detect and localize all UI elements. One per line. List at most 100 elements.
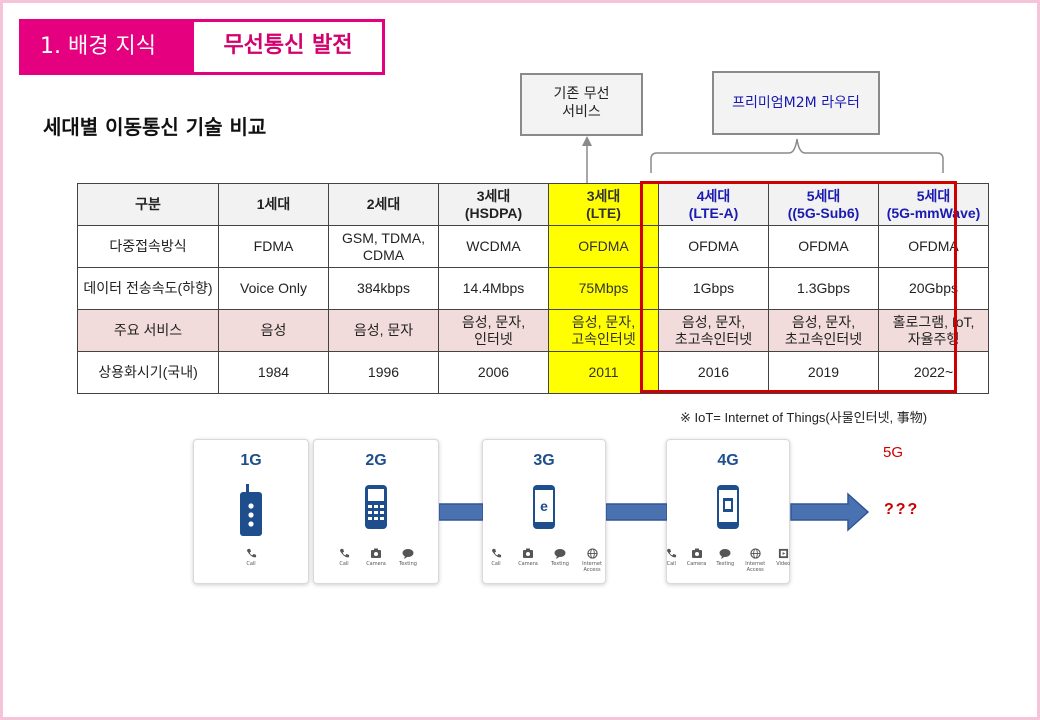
feature-item: Camera [686, 548, 707, 573]
table-cell: 음성, 문자, 인터넷 [438, 309, 549, 352]
feature-label: Camera [518, 561, 538, 567]
table-cell: 14.4Mbps [438, 267, 549, 310]
table-cell: GSM, TDMA, CDMA [328, 225, 439, 268]
generation-card-4g: 4G Call Camera Texting [666, 439, 790, 584]
legacy-service-callout-text: 기존 무선 서비스 [553, 86, 610, 120]
call-icon [339, 548, 349, 558]
internet-phone-icon: e [532, 484, 556, 534]
generation-card-1g: 1G Call [193, 439, 309, 584]
table-cell: 1.3Gbps [768, 267, 879, 310]
table-cell: 20Gbps [878, 267, 989, 310]
table-header-cell: 2세대 [328, 183, 439, 226]
feature-label: Internet Access [582, 561, 602, 573]
premium-m2m-highlight-frame [640, 181, 957, 393]
page-subtitle: 세대별 이동통신 기술 비교 [43, 115, 267, 139]
section-header: 1. 배경 지식 무선통신 발전 [19, 19, 385, 75]
globe-icon [750, 548, 761, 559]
generation-label: 4G [717, 452, 739, 469]
feature-item: Internet Access [581, 548, 603, 573]
progression-bar-3g-4g [606, 503, 667, 521]
table-row: 주요 서비스 음성 음성, 문자 음성, 문자, 인터넷 음성, 문자, 고속인… [77, 309, 989, 352]
smartphone-icon [716, 484, 740, 534]
feature-list: Call Camera Texting Internet Access Vide… [666, 548, 790, 573]
table-cell: 홀로그램, IoT, 자율주행 [878, 309, 989, 352]
camera-icon [691, 548, 702, 558]
video-icon [778, 548, 788, 559]
table-row-label: 다중접속방식 [77, 225, 219, 268]
table-cell: 2016 [658, 351, 769, 394]
feature-phone-icon [364, 484, 388, 534]
unknown-marker: ??? [884, 501, 920, 518]
table-header-cell: 4세대 (LTE-A) [658, 183, 769, 226]
table-cell: 2006 [438, 351, 549, 394]
generation-label: 1G [240, 452, 262, 469]
feature-item: Texting [549, 548, 571, 573]
feature-list: Call [194, 548, 308, 567]
generation-label: 3G [533, 452, 555, 469]
globe-icon [586, 548, 598, 559]
generation-comparison-table: 구분 1세대 2세대 3세대 (HSDPA) 3세대 (LTE) 4세대 (LT… [77, 183, 989, 394]
texting-icon [402, 549, 414, 559]
feature-label: Camera [366, 561, 386, 567]
brick-phone-icon [236, 484, 266, 540]
feature-item: Texting [716, 548, 734, 573]
table-cell: 음성, 문자, 고속인터넷 [548, 309, 659, 352]
table-cell: FDMA [218, 225, 329, 268]
feature-label: Call [246, 561, 256, 567]
table-cell: OFDMA [878, 225, 989, 268]
table-header-cell: 5세대 (5G-mmWave) [878, 183, 989, 226]
table-cell: 2019 [768, 351, 879, 394]
feature-label: Camera [686, 561, 707, 567]
table-cell: 음성, 문자 [328, 309, 439, 352]
table-header-cell: 1세대 [218, 183, 329, 226]
generation-label: 2G [365, 452, 387, 469]
legacy-service-callout: 기존 무선 서비스 [520, 73, 643, 136]
feature-item: Texting [397, 548, 419, 567]
iot-footnote: ※ IoT= Internet of Things(사물인터넷, 事物) [680, 410, 928, 425]
feature-item: Call [666, 548, 677, 573]
camera-icon [371, 548, 381, 558]
feature-label: Texting [551, 561, 569, 567]
feature-label: Video [776, 561, 791, 567]
feature-item: Call [485, 548, 507, 573]
table-cell: Voice Only [218, 267, 329, 310]
feature-label: Texting [399, 561, 417, 567]
table-header-cell: 구분 [77, 183, 219, 226]
texting-icon [554, 549, 566, 559]
table-cell: 384kbps [328, 267, 439, 310]
table-row: 다중접속방식 FDMA GSM, TDMA, CDMA WCDMA OFDMA … [77, 225, 989, 268]
feature-item: Call [240, 548, 262, 567]
call-icon [491, 548, 501, 558]
feature-label: Call [491, 561, 501, 567]
table-cell: 1984 [218, 351, 329, 394]
table-cell: OFDMA [658, 225, 769, 268]
feature-label: Internet Access [745, 561, 766, 573]
progression-bar-2g-3g [439, 503, 483, 521]
texting-icon [719, 549, 731, 559]
table-cell: 1Gbps [658, 267, 769, 310]
call-icon [666, 548, 676, 558]
table-row-label: 상용화시기(국내) [77, 351, 219, 394]
table-header-cell: 5세대 ((5G-Sub6) [768, 183, 879, 226]
generation-card-2g: 2G Call Camera T [313, 439, 439, 584]
feature-label: Texting [716, 561, 735, 567]
table-cell: OFDMA [768, 225, 879, 268]
feature-item: Video [776, 548, 790, 573]
camera-icon [523, 548, 533, 558]
feature-list: Call Camera Texting [314, 548, 438, 567]
section-title: 무선통신 발전 [223, 33, 353, 58]
svg-text:e: e [540, 498, 548, 514]
table-cell: 음성, 문자, 초고속인터넷 [658, 309, 769, 352]
router-callout: 프리미엄M2M 라우터 [712, 71, 880, 135]
connector-lines [582, 136, 944, 183]
feature-list: Call Camera Texting Internet Access [483, 548, 605, 573]
feature-label: Call [339, 561, 349, 567]
router-callout-text: 프리미엄M2M 라우터 [732, 95, 860, 111]
feature-item: Camera [365, 548, 387, 567]
table-header-cell: 3세대 (HSDPA) [438, 183, 549, 226]
call-icon [246, 548, 256, 558]
section-number-label: 1. 배경 지식 [22, 22, 194, 72]
table-cell: WCDMA [438, 225, 549, 268]
feature-item: Call [333, 548, 355, 567]
